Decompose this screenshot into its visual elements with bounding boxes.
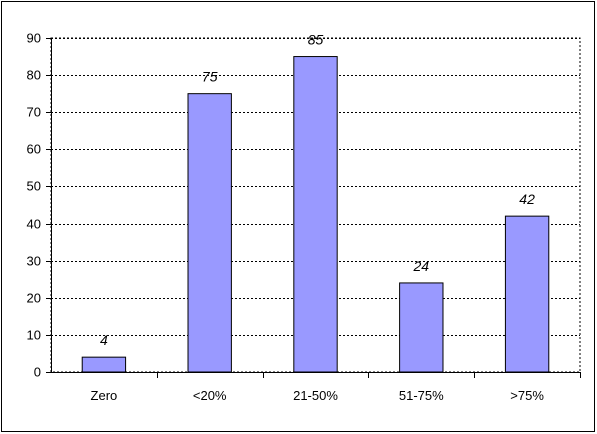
y-tick-label: 20 [27, 291, 41, 306]
bar-1 [81, 356, 127, 373]
y-tick-label: 10 [27, 328, 41, 343]
y-tick-label: 60 [27, 142, 41, 157]
bar-5 [504, 215, 550, 373]
bar-4 [399, 282, 444, 373]
y-tick-label: 70 [27, 105, 41, 120]
x-tick-label: >75% [510, 388, 544, 403]
x-tick-label: Zero [91, 388, 118, 403]
y-tick-label: 30 [27, 254, 41, 269]
y-tick-label: 80 [27, 68, 41, 83]
bar-3 [293, 56, 338, 373]
y-tick-label: 50 [27, 179, 41, 194]
data-label: 85 [308, 32, 324, 48]
y-tick-label: 90 [27, 31, 41, 46]
data-label: 75 [202, 69, 218, 85]
y-tick-label: 40 [27, 217, 41, 232]
data-label: 24 [413, 258, 430, 274]
bar-2 [187, 93, 232, 373]
x-tick-label: 51-75% [399, 388, 444, 403]
y-tick-label: 0 [34, 365, 41, 380]
data-label: 4 [100, 332, 108, 348]
x-tick-label: 21-50% [293, 388, 338, 403]
data-label: 42 [519, 191, 535, 207]
x-tick-label: <20% [193, 388, 227, 403]
